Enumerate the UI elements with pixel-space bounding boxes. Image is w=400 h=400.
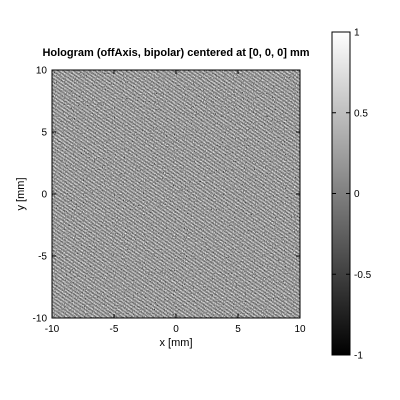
y-tick-label: 0	[41, 190, 47, 201]
colorbar-tick-label: -0.5	[354, 270, 372, 281]
colorbar-tick-label: -1	[354, 351, 363, 362]
colorbar-ticks: 1 0.5 0 -0.5 -1	[332, 28, 372, 362]
chart-title: Hologram (offAxis, bipolar) centered at …	[42, 47, 309, 59]
colorbar-tick-label: 1	[354, 28, 360, 39]
x-axis: -10 -5 0 5 10	[45, 70, 306, 335]
y-axis: -10 -5 0 5 10	[33, 66, 300, 325]
y-tick-label: 10	[36, 66, 48, 77]
y-tick-label: -10	[33, 314, 48, 325]
hologram-image	[52, 70, 300, 318]
x-tick-label: -5	[110, 324, 119, 335]
y-tick-label: 5	[41, 128, 47, 139]
y-tick-label: -5	[38, 252, 47, 263]
x-tick-label: 0	[173, 324, 179, 335]
x-tick-label: 5	[235, 324, 241, 335]
x-axis-label: x [mm]	[160, 337, 193, 349]
colorbar-tick-label: 0	[354, 189, 360, 200]
y-axis-label: y [mm]	[15, 178, 27, 211]
x-tick-label: -10	[45, 324, 60, 335]
colorbar-tick-label: 0.5	[354, 108, 368, 119]
colorbar: 1 0.5 0 -0.5 -1	[331, 28, 372, 362]
x-tick-label: 10	[294, 324, 306, 335]
